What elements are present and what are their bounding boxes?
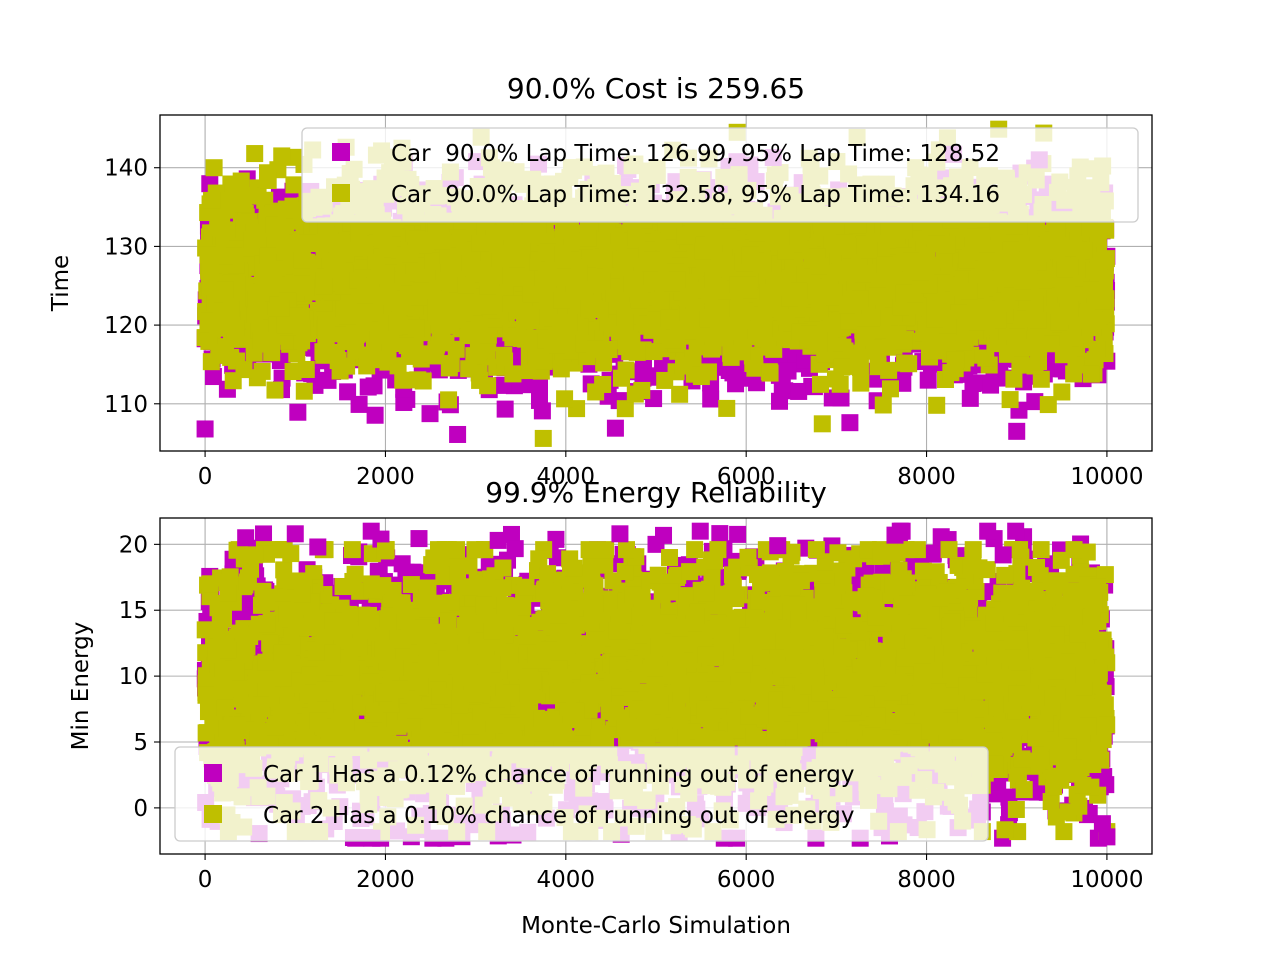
- point-series-1: [964, 375, 982, 393]
- point-series-1: [832, 389, 850, 407]
- point-series-1: [771, 392, 789, 410]
- point-series-1: [779, 362, 797, 380]
- point-series-2: [928, 396, 946, 414]
- point-series-1: [530, 391, 548, 409]
- point-series-1: [790, 382, 808, 400]
- point-series-2: [616, 400, 634, 418]
- point-series-2: [869, 358, 887, 376]
- point-series-1: [702, 390, 720, 408]
- point-series-1: [961, 389, 979, 407]
- point-series-1: [421, 405, 439, 423]
- point-series-1: [919, 371, 937, 389]
- point-series-1: [350, 395, 368, 413]
- point-series-1: [204, 368, 222, 386]
- point-series-1: [289, 403, 307, 421]
- point-series-2: [414, 372, 432, 390]
- point-series-1: [496, 400, 514, 418]
- point-series-1: [1026, 393, 1044, 411]
- point-series-1: [982, 376, 1000, 394]
- point-series-2: [224, 372, 242, 390]
- point-series-2: [977, 349, 995, 367]
- point-series-2: [358, 357, 376, 375]
- point-series-2: [874, 396, 892, 414]
- point-series-1: [366, 406, 384, 424]
- point-series-1: [359, 378, 377, 396]
